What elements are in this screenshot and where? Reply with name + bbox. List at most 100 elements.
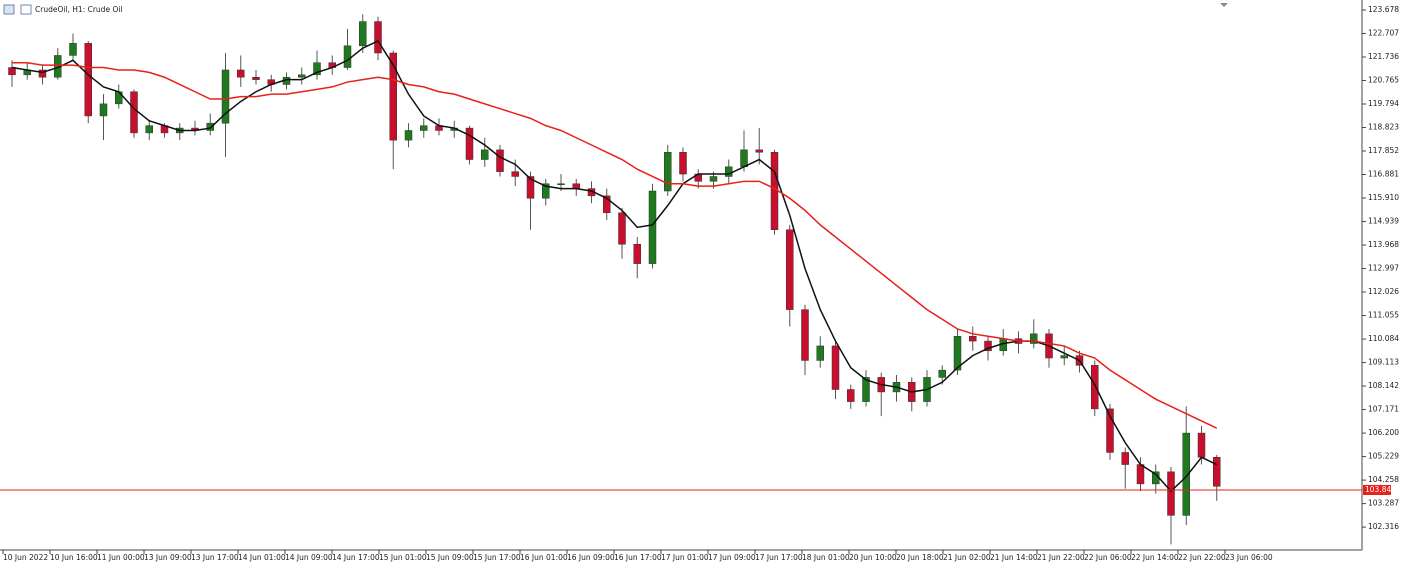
x-tick-label: 15 Jun 01:00 <box>379 553 427 562</box>
candle-body <box>831 345 840 390</box>
candle-body <box>664 152 672 192</box>
y-tick-label: 118.823 <box>1368 123 1399 132</box>
candle-body <box>130 91 138 134</box>
candle-body <box>1091 365 1099 410</box>
x-tick-label: 14 Jun 01:00 <box>238 553 286 562</box>
y-tick-label: 106.200 <box>1368 428 1399 437</box>
y-tick-label: 114.939 <box>1368 217 1399 226</box>
candle-body <box>298 74 306 78</box>
y-tick-label: 103.287 <box>1368 499 1399 508</box>
y-tick-label: 111.055 <box>1368 311 1399 320</box>
candle-body <box>237 69 245 78</box>
candle-body <box>1136 464 1145 485</box>
y-tick-label: 119.794 <box>1368 99 1399 108</box>
y-tick-label: 109.113 <box>1368 358 1399 367</box>
candle-body <box>404 130 413 141</box>
y-tick-label: 112.997 <box>1368 264 1399 273</box>
candle-body <box>38 69 47 78</box>
moving-average <box>11 39 1218 493</box>
candle-body <box>465 127 474 160</box>
candle-body <box>984 340 992 352</box>
moving-average <box>12 61 1218 429</box>
candle-body <box>343 45 352 68</box>
candle-body <box>1167 471 1175 516</box>
y-tick-label: 121.736 <box>1368 52 1399 61</box>
chart-icon <box>20 4 32 15</box>
candle-body <box>526 176 535 199</box>
x-tick-label: 13 Jun 09:00 <box>144 553 192 562</box>
y-tick-label: 122.707 <box>1368 28 1399 37</box>
candle-body <box>496 149 504 172</box>
shift-marker <box>1220 3 1228 7</box>
candle-body <box>847 389 855 402</box>
candle-body <box>145 125 153 134</box>
candle-body <box>633 244 641 264</box>
candle-body <box>389 52 397 141</box>
y-tick-label: 112.026 <box>1368 287 1399 296</box>
x-tick-label: 16 Jun 09:00 <box>567 553 615 562</box>
candle-body <box>648 190 657 264</box>
candle-body <box>862 377 870 402</box>
candle-body <box>709 176 718 182</box>
x-tick-label: 15 Jun 17:00 <box>473 553 521 562</box>
x-tick-label: 22 Jun 22:00 <box>1178 553 1226 562</box>
candle-body <box>1030 333 1038 344</box>
y-tick-label: 117.852 <box>1368 146 1399 155</box>
x-tick-label: 23 Jun 06:00 <box>1225 553 1273 562</box>
y-tick-label: 104.258 <box>1368 475 1399 484</box>
candle-body <box>374 21 382 54</box>
x-tick-label: 14 Jun 17:00 <box>332 553 380 562</box>
x-tick-label: 20 Jun 10:00 <box>849 553 897 562</box>
candle-body <box>801 309 809 361</box>
candle-body <box>1060 355 1068 359</box>
x-tick-label: 16 Jun 17:00 <box>614 553 662 562</box>
candle-body <box>481 149 489 160</box>
candle-body <box>786 229 794 310</box>
x-tick-label: 17 Jun 09:00 <box>708 553 756 562</box>
candle-body <box>603 195 611 214</box>
candle-body <box>511 171 519 177</box>
candle-body <box>206 122 214 131</box>
candle-body <box>816 345 824 361</box>
y-tick-label: 105.229 <box>1368 452 1399 461</box>
y-tick-label: 123.678 <box>1368 5 1399 14</box>
x-tick-label: 14 Jun 09:00 <box>285 553 333 562</box>
candle-body <box>420 125 428 131</box>
x-tick-label: 11 Jun 00:00 <box>97 553 145 562</box>
y-tick-label: 108.142 <box>1368 381 1399 390</box>
candle-body <box>679 152 687 175</box>
x-tick-label: 16 Jun 01:00 <box>520 553 568 562</box>
candle-body <box>725 166 733 177</box>
candle-body <box>1106 408 1114 453</box>
x-tick-label: 10 Jun 2022 <box>3 553 48 562</box>
candle-body <box>938 369 946 378</box>
x-tick-label: 22 Jun 06:00 <box>1084 553 1132 562</box>
candle-body <box>1197 432 1206 458</box>
x-tick-label: 13 Jun 17:00 <box>191 553 239 562</box>
x-tick-label: 18 Jun 01:00 <box>802 553 850 562</box>
candle-body <box>1121 452 1129 465</box>
candle-body <box>1182 432 1190 516</box>
x-tick-label: 17 Jun 17:00 <box>755 553 803 562</box>
price-label: 103.849 <box>1365 485 1396 494</box>
y-tick-label: 115.910 <box>1368 193 1399 202</box>
candle-body <box>1213 457 1221 487</box>
x-tick-label: 17 Jun 01:00 <box>661 553 709 562</box>
y-tick-label: 120.765 <box>1368 75 1399 84</box>
candle-body <box>69 43 77 56</box>
y-tick-label: 116.881 <box>1368 170 1399 179</box>
candle-body <box>618 212 626 245</box>
candle-body <box>221 69 230 124</box>
x-tick-label: 22 Jun 14:00 <box>1131 553 1179 562</box>
candle-body <box>359 21 367 47</box>
candle-body <box>313 62 321 76</box>
x-tick-label: 15 Jun 09:00 <box>426 553 474 562</box>
candle-body <box>84 43 92 117</box>
y-tick-label: 102.316 <box>1368 522 1399 531</box>
price-label-box <box>1363 484 1391 495</box>
x-tick-label: 20 Jun 18:00 <box>896 553 944 562</box>
candle-body <box>99 103 108 117</box>
y-tick-label: 107.171 <box>1368 405 1399 414</box>
